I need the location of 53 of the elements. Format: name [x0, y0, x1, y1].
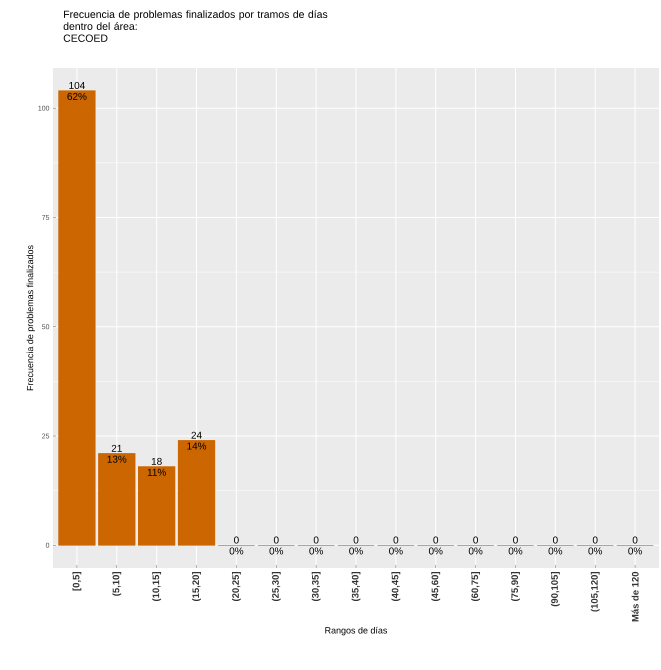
x-tick-label: (40,45]: [391, 572, 400, 602]
annotation: 0%: [628, 547, 642, 555]
annotation: 0%: [349, 547, 363, 555]
x-tick-label: (75,90]: [511, 572, 520, 602]
x-axis-title: Rangos de días: [325, 626, 388, 636]
data-label: 0: [473, 536, 478, 544]
data-label: 0: [274, 536, 279, 544]
x-tick-label: (25,30]: [272, 572, 281, 602]
data-label: 18: [152, 458, 162, 465]
annotation: 0%: [548, 547, 562, 555]
data-label: 0: [314, 536, 319, 544]
annotation: 0%: [588, 547, 602, 555]
data-label: 0: [234, 536, 239, 544]
data-label: 0: [433, 536, 438, 544]
annotation: 14%: [187, 442, 206, 450]
chart-subtitle: CECOED: [64, 34, 108, 42]
annotation: 0%: [389, 547, 403, 555]
x-tick-label: (60,75]: [471, 572, 480, 602]
data-label: 24: [191, 432, 202, 439]
x-tick-label: (15,20]: [192, 572, 201, 602]
data-label: 21: [112, 444, 122, 452]
x-tick-label: Más de 120: [632, 572, 639, 622]
data-label: 104: [69, 82, 85, 90]
x-tick-label: (105,120]: [590, 572, 600, 612]
annotation: 0%: [309, 547, 323, 555]
x-tick-label: (5,10]: [112, 572, 122, 596]
bar: [178, 440, 216, 546]
annotation: 0%: [428, 547, 443, 555]
annotation: 0%: [269, 547, 284, 555]
annotation: 11%: [148, 468, 166, 476]
x-tick-label: (90,105]: [550, 572, 560, 606]
data-label: 0: [513, 536, 518, 544]
annotation: 13%: [108, 456, 126, 463]
y-axis-title: Frecuencia de problemas finalizados: [26, 245, 35, 390]
data-label: 0: [552, 536, 558, 544]
x-tick-label: [0,5]: [72, 572, 82, 590]
annotation: 0%: [468, 547, 482, 555]
annotation: 62%: [67, 92, 87, 100]
data-label: 0: [393, 536, 398, 544]
x-tick-label: (10,15]: [152, 572, 162, 602]
data-label: 0: [354, 536, 358, 544]
bar: [98, 453, 136, 546]
data-label: 0: [632, 536, 638, 544]
data-label: 0: [592, 536, 598, 544]
bar: [58, 90, 96, 546]
x-tick-label: (20,25]: [232, 572, 241, 602]
chart-title: Frecuencia de problemas finalizados por tramos de días dentro del área:: [64, 10, 328, 30]
annotation: 0%: [508, 547, 522, 555]
x-tick-label: (45,60]: [431, 572, 440, 602]
x-tick-label: (30,35]: [312, 572, 321, 602]
bar: [138, 466, 176, 546]
annotation: 0%: [230, 547, 244, 555]
x-tick-label: (35,40]: [352, 572, 360, 602]
